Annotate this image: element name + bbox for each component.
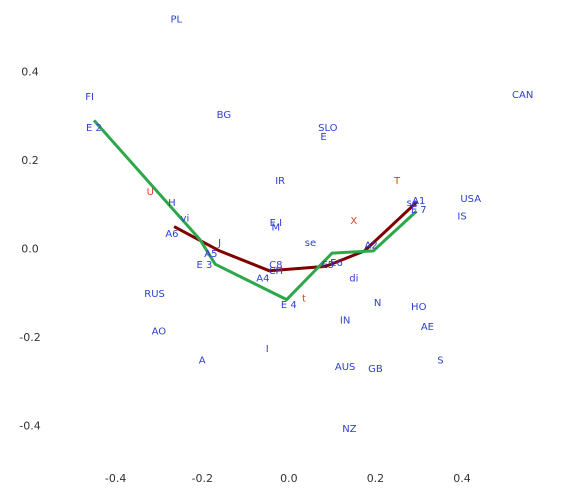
point-label: C8 [269,260,282,271]
x-tick-label: -0.2 [191,472,212,485]
point-label: vi [181,214,190,225]
point-label: HO [411,302,427,313]
point-label: di [349,273,358,284]
point-label: E 4 [281,300,297,311]
point-label: X [350,216,357,227]
point-label: A6 [165,229,178,240]
y-tick-label: 0.4 [21,66,39,79]
point-label: IS [457,212,466,223]
point-label: AUS [335,362,356,373]
point-label: IR [275,176,285,187]
point-label: I [266,344,269,355]
point-label: A5 [204,249,217,260]
point-label: E6 [330,258,343,269]
point-label: J [217,238,221,249]
point-label: A4 [256,273,269,284]
point-label: H [168,198,176,209]
point-label: S [437,355,443,366]
point-label: USA [460,194,481,205]
x-tick-label: 0.4 [453,472,471,485]
point-label: E 7 [411,205,427,216]
point-label: E5 [321,260,334,271]
x-tick-label: -0.4 [105,472,126,485]
x-tick-label: 0.2 [367,472,385,485]
point-label: FI [85,92,94,103]
series-lines [92,119,418,302]
point-label: IN [340,315,350,326]
point-label: U [147,187,154,198]
y-tick-label: 0.0 [21,243,39,256]
point-label: M [272,223,281,234]
series-line-1 [173,201,418,273]
point-label: CH [269,266,284,277]
point-label: AE [421,322,434,333]
y-tick-label: -0.2 [19,331,40,344]
series-line-2 [92,119,418,302]
point-label: se [305,238,316,249]
point-label: A2 [365,240,378,251]
y-tick-label: -0.4 [19,420,40,433]
point-label: A1 [412,196,425,207]
y-tick-label: 0.2 [21,154,39,167]
point-label: RUS [144,289,165,300]
point-label: GB [368,364,383,375]
point-label: BG [217,110,231,121]
point-label: A [199,355,206,366]
point-label: PL [170,15,182,26]
point-label: AO [152,327,167,338]
point-label: NZ [342,424,356,435]
point-label: E I [270,218,282,229]
point-label: E 2 [86,123,102,134]
point-label: E [320,132,326,143]
x-tick-label: 0.0 [280,472,298,485]
axes: -0.4 -0.2 0.0 0.2 0.4 -0.4 -0.2 0.0 0.2 0.4 [19,66,471,485]
point-label: t [302,293,306,304]
point-label: N [374,298,381,309]
point-label: se [407,198,418,209]
point-label: SLO [318,123,338,134]
point-label: E 3 [196,260,212,271]
point-label: T [393,176,401,187]
point-label: CAN [512,90,533,101]
